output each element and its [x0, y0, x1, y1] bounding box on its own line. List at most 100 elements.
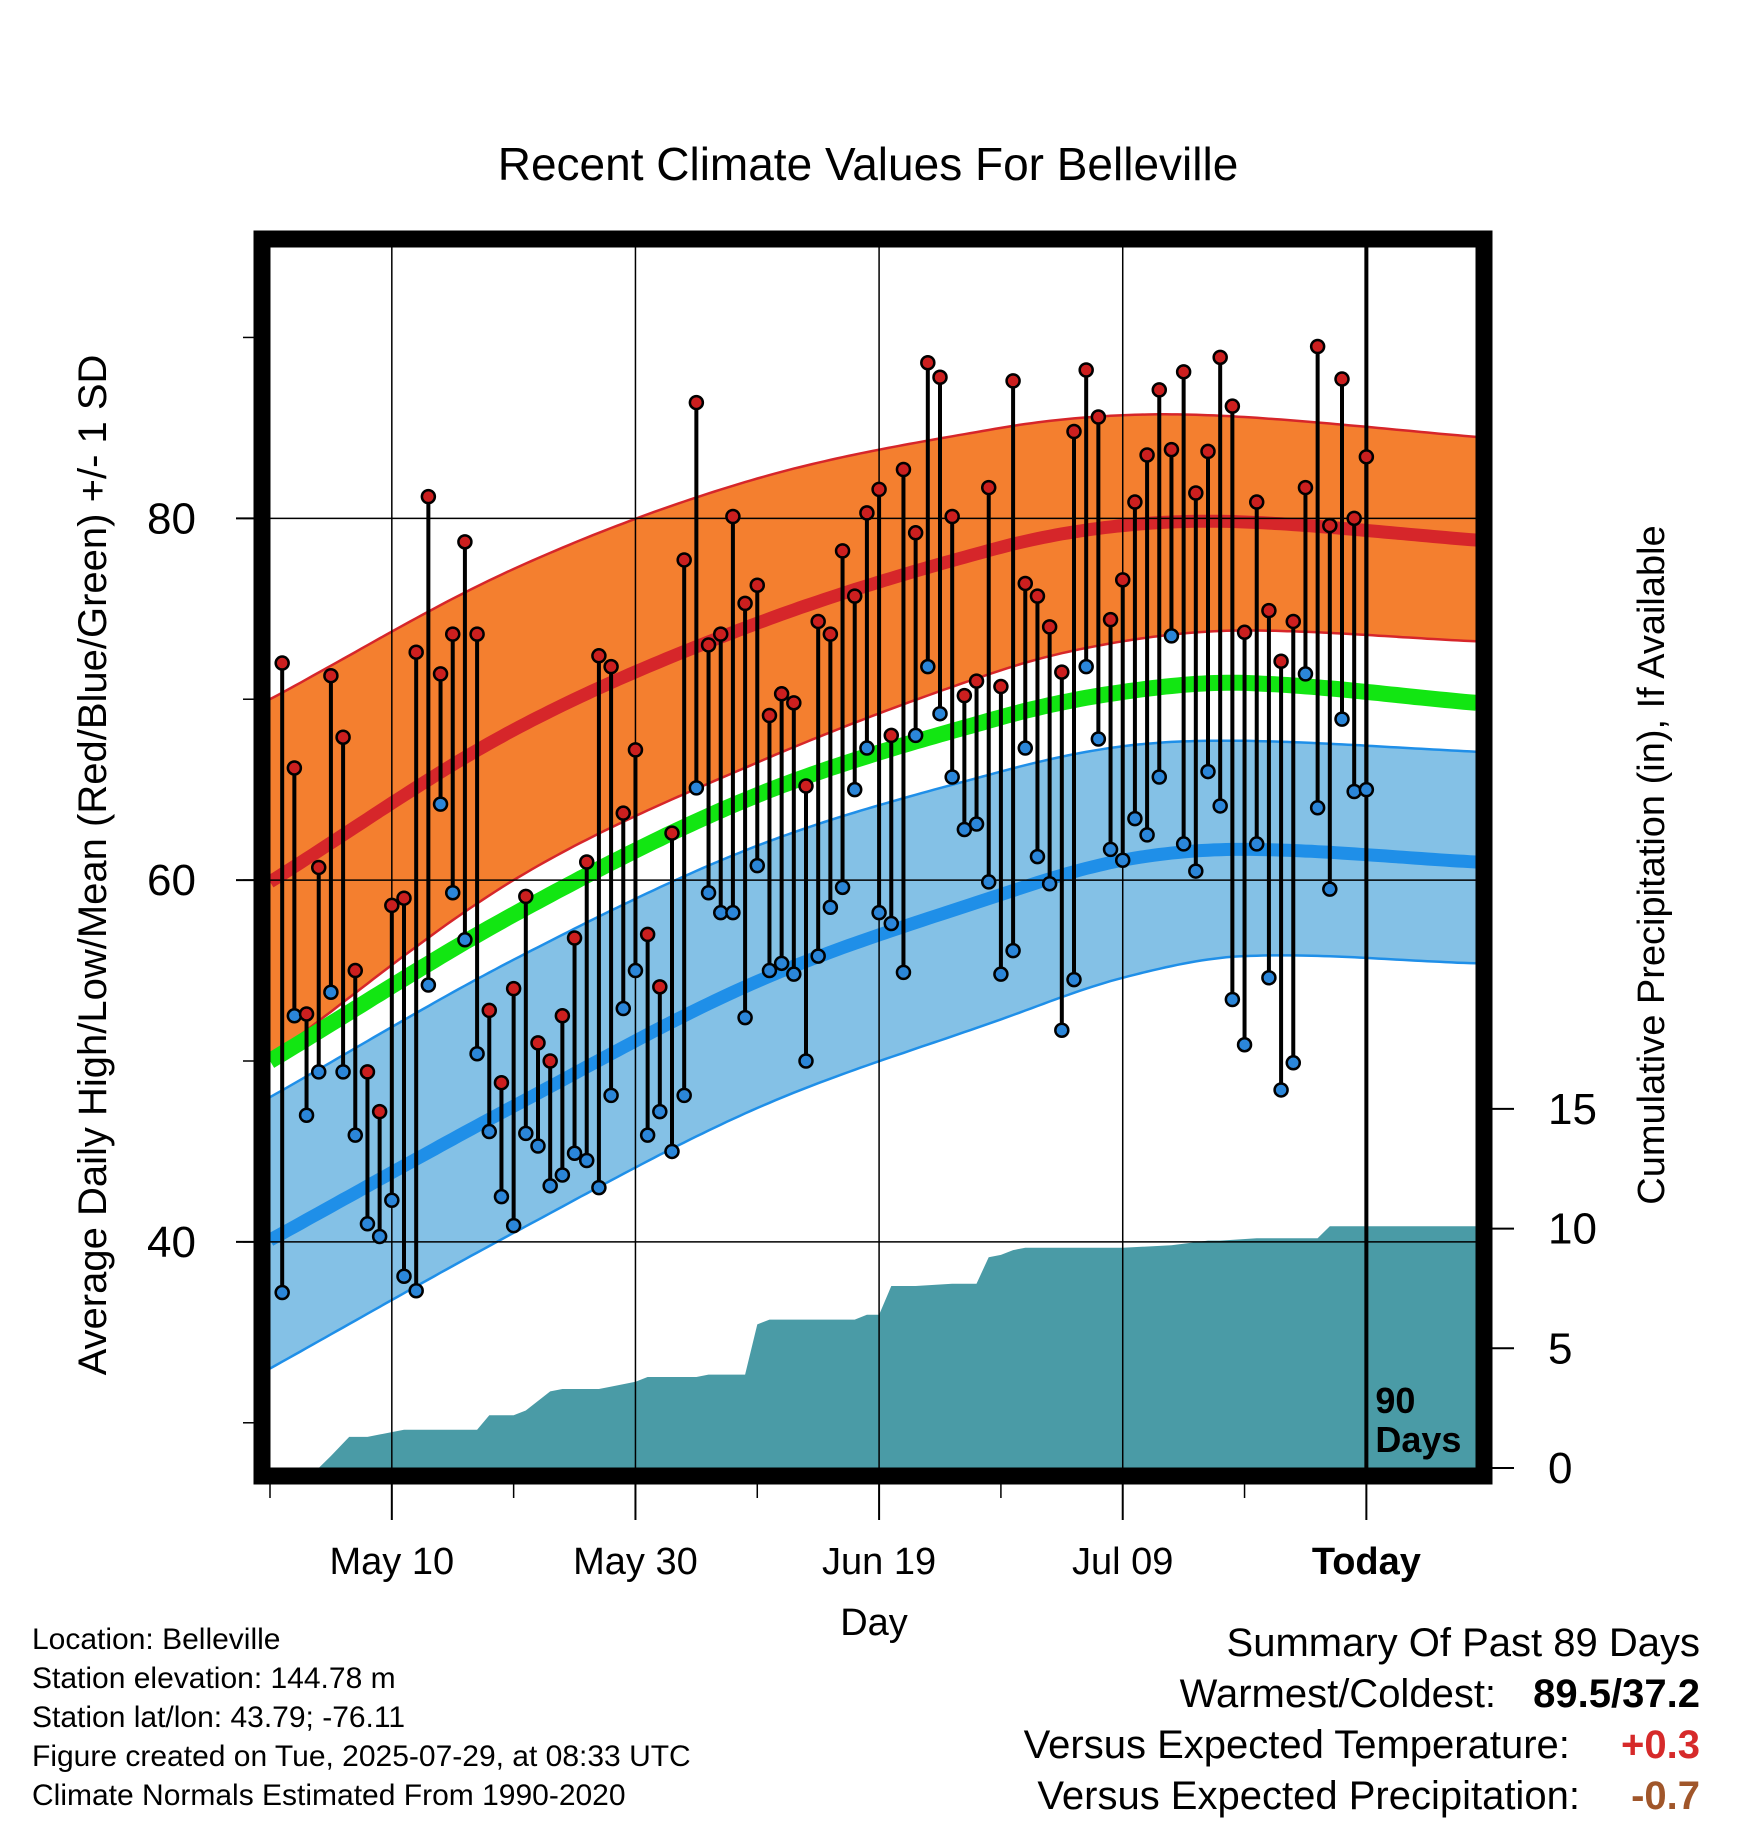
x-tick-label: May 10: [330, 1541, 455, 1583]
daily-low-point: [932, 705, 948, 722]
daily-low-point: [1139, 827, 1155, 843]
daily-high-point: [920, 355, 936, 371]
low-normal-line: [270, 842, 1476, 1246]
daily-high-point: [444, 626, 461, 642]
daily-low-point: [1224, 991, 1241, 1008]
daily-low-point: [554, 1167, 571, 1183]
daily-low-point: [1175, 836, 1192, 852]
daily-high-point: [1297, 479, 1314, 496]
daily-high-point: [871, 481, 887, 498]
daily-low-point: [968, 816, 985, 832]
daily-high-point: [907, 525, 924, 541]
daily-low-point: [1261, 970, 1277, 986]
created-text: Figure created on Tue, 2025-07-29, at 08…: [32, 1740, 691, 1773]
daily-low-point: [652, 1103, 668, 1120]
x-tick-label: May 30: [573, 1541, 698, 1583]
daily-high-point: [737, 595, 753, 612]
daily-high-point: [1005, 373, 1021, 389]
daily-low-point: [1358, 781, 1375, 798]
daily-low-point: [676, 1087, 692, 1104]
daily-low-point: [1334, 711, 1350, 727]
daily-low-point: [822, 899, 839, 915]
daily-low-point: [980, 874, 997, 890]
daily-low-point: [1102, 841, 1119, 858]
daily-low-point: [615, 1000, 632, 1017]
daily-low-point: [518, 1125, 534, 1142]
daily-low-point: [603, 1087, 619, 1104]
daily-high-point: [1054, 664, 1070, 680]
daily-high-point: [1358, 449, 1375, 465]
summary-precip: Versus Expected Precipitation: -0.7: [1024, 1771, 1700, 1822]
y-tick-label: 40: [147, 1218, 196, 1267]
daily-high-point: [1029, 588, 1046, 604]
daily-high-point: [1248, 494, 1265, 510]
daily-high-point: [688, 394, 705, 411]
daily-high-point: [615, 805, 632, 821]
daily-low-point: [286, 1008, 303, 1024]
marker-label-number: 90: [1375, 1380, 1415, 1421]
daily-high-point: [1041, 619, 1058, 635]
x-tick-label: Jun 19: [822, 1541, 936, 1583]
daily-high-point: [505, 980, 522, 997]
daily-high-point: [846, 588, 863, 604]
daily-high-point: [310, 859, 327, 876]
daily-high-point: [1114, 572, 1131, 588]
daily-low-point: [1017, 740, 1034, 756]
daily-low-point: [1273, 1082, 1289, 1098]
daily-low-point: [1346, 783, 1362, 800]
daily-high-point: [591, 648, 607, 664]
summary-temp: Versus Expected Temperature: +0.3: [1024, 1720, 1700, 1771]
daily-high-point: [1017, 575, 1034, 592]
daily-low-point: [1297, 666, 1314, 682]
daily-high-point: [1078, 362, 1094, 378]
daily-high-point: [286, 760, 303, 776]
daily-high-point: [956, 687, 973, 704]
daily-high-point: [396, 890, 412, 906]
daily-low-point: [310, 1064, 327, 1080]
daily-low-point: [1309, 800, 1326, 816]
station-info: Location: Belleville Station elevation: …: [32, 1620, 691, 1815]
daily-low-point: [481, 1123, 498, 1140]
low-sd-band-lower-edge: [270, 954, 1476, 1370]
plot-frame: [253, 230, 1493, 1485]
daily-low-point: [1029, 848, 1046, 865]
daily-high-point: [347, 962, 364, 979]
y2-axis-title: Cumulative Precipitation (in), If Availa…: [1631, 525, 1673, 1204]
daily-high-point: [566, 930, 583, 946]
daily-low-point: [956, 821, 973, 838]
daily-high-point: [859, 505, 875, 521]
daily-high-point: [542, 1053, 558, 1069]
daily-high-point: [1346, 510, 1362, 527]
daily-high-point: [1236, 624, 1253, 641]
daily-low-point: [664, 1143, 680, 1160]
daily-low-point: [834, 879, 851, 896]
daily-low-point: [530, 1138, 546, 1154]
daily-low-point: [993, 966, 1009, 982]
low-sd-band: [270, 740, 1476, 1369]
daily-low-point: [298, 1107, 315, 1124]
daily-high-point: [1151, 382, 1168, 398]
daily-high-point: [1322, 517, 1338, 534]
daily-low-point: [347, 1127, 364, 1143]
daily-low-point: [1322, 881, 1338, 897]
warm-cold-value: 89.5/37.2: [1533, 1672, 1700, 1716]
plot-area: [270, 413, 1476, 1468]
daily-high-point: [895, 461, 912, 478]
daily-low-point: [883, 915, 900, 932]
y2-tick-label: 10: [1548, 1205, 1597, 1254]
daily-high-point: [676, 552, 692, 568]
x-axis-title: Day: [840, 1602, 908, 1644]
y2-tick-label: 5: [1548, 1324, 1572, 1373]
daily-low-point: [1188, 863, 1204, 879]
daily-low-point: [761, 962, 778, 979]
y-tick-label: 80: [147, 494, 196, 543]
daily-low-point: [639, 1127, 656, 1143]
daily-high-point: [1090, 409, 1107, 425]
daily-high-point: [968, 673, 985, 689]
daily-low-point: [1005, 942, 1021, 959]
daily-low-point: [444, 885, 461, 901]
daily-high-point: [457, 534, 473, 550]
daily-low-point: [944, 769, 960, 785]
